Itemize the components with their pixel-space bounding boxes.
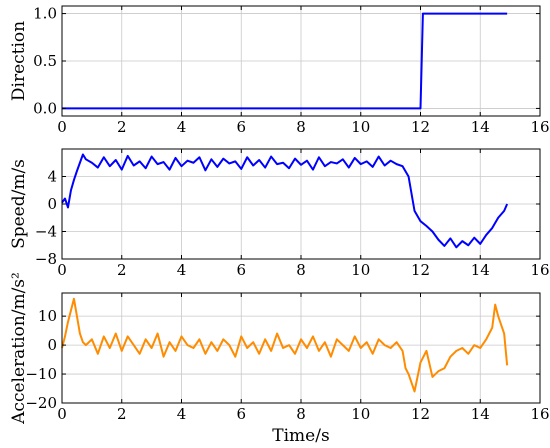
- speed-xtick-label-3: 6: [236, 261, 246, 279]
- direction-series-line-0: [62, 12, 508, 110]
- acceleration-ytick-label-2: 0: [47, 336, 57, 354]
- direction-ylabel: Direction: [9, 21, 29, 101]
- speed-ytick-label-3: 4: [47, 168, 57, 186]
- speed-xtick-label-2: 4: [177, 261, 187, 279]
- speed-xtick-label-6: 12: [411, 261, 430, 279]
- acceleration-xtick-label-2: 4: [177, 405, 187, 423]
- acceleration-xtick-label-8: 16: [530, 405, 549, 423]
- direction-xtick-label-3: 6: [236, 118, 246, 136]
- speed-xtick-label-5: 10: [351, 261, 370, 279]
- acceleration-xtick-label-0: 0: [57, 405, 67, 423]
- speed-series-line-0: [61, 153, 509, 249]
- direction-xtick-label-4: 8: [296, 118, 306, 136]
- direction-ytick-label-2: 1.0: [33, 5, 57, 23]
- direction-xtick-label-0: 0: [57, 118, 67, 136]
- acceleration-xtick-label-7: 14: [471, 405, 490, 423]
- direction-xtick-label-6: 12: [411, 118, 430, 136]
- speed-ylabel: Speed/m/s: [9, 159, 29, 249]
- acceleration-ylabel: Acceleration/m/s²: [9, 272, 29, 425]
- acceleration-xtick-label-5: 10: [351, 405, 370, 423]
- direction-xtick-label-7: 14: [471, 118, 490, 136]
- direction-ytick-label-0: 0.0: [33, 99, 57, 117]
- direction-xtick-label-5: 10: [351, 118, 370, 136]
- speed-xtick-label-1: 2: [117, 261, 127, 279]
- acceleration-ytick-label-1: −10: [25, 365, 57, 383]
- acceleration-xtick-label-1: 2: [117, 405, 127, 423]
- speed-ytick-label-1: −4: [35, 223, 57, 241]
- speed-ytick-label-2: 0: [47, 195, 57, 213]
- subplot-acceleration: 0 2 4 6 8 10 12 14 16 −20 −10 0 10 Acceleration/m/s² T…: [9, 272, 550, 446]
- direction-xtick-label-1: 2: [117, 118, 127, 136]
- acceleration-ytick-label-0: −20: [25, 394, 57, 412]
- speed-xtick-label-4: 8: [296, 261, 306, 279]
- acceleration-xtick-label-6: 12: [411, 405, 430, 423]
- acceleration-series-line-0: [61, 297, 509, 393]
- acceleration-xtick-label-4: 8: [296, 405, 306, 423]
- speed-xtick-label-8: 16: [530, 261, 549, 279]
- direction-xtick-label-8: 16: [530, 118, 549, 136]
- speed-ytick-label-0: −8: [35, 250, 57, 268]
- direction-xtick-label-2: 4: [177, 118, 187, 136]
- speed-xtick-label-7: 14: [471, 261, 490, 279]
- acceleration-xlabel: Time/s: [272, 426, 329, 446]
- speed-xtick-label-0: 0: [57, 261, 67, 279]
- acceleration-xtick-label-3: 6: [236, 405, 246, 423]
- subplot-speed: 0 2 4 6 8 10 12 14 16 −8 −4 0 4 Speed/m/s: [9, 148, 550, 279]
- direction-ytick-label-1: 0.5: [33, 52, 57, 70]
- acceleration-ytick-label-3: 10: [38, 307, 57, 325]
